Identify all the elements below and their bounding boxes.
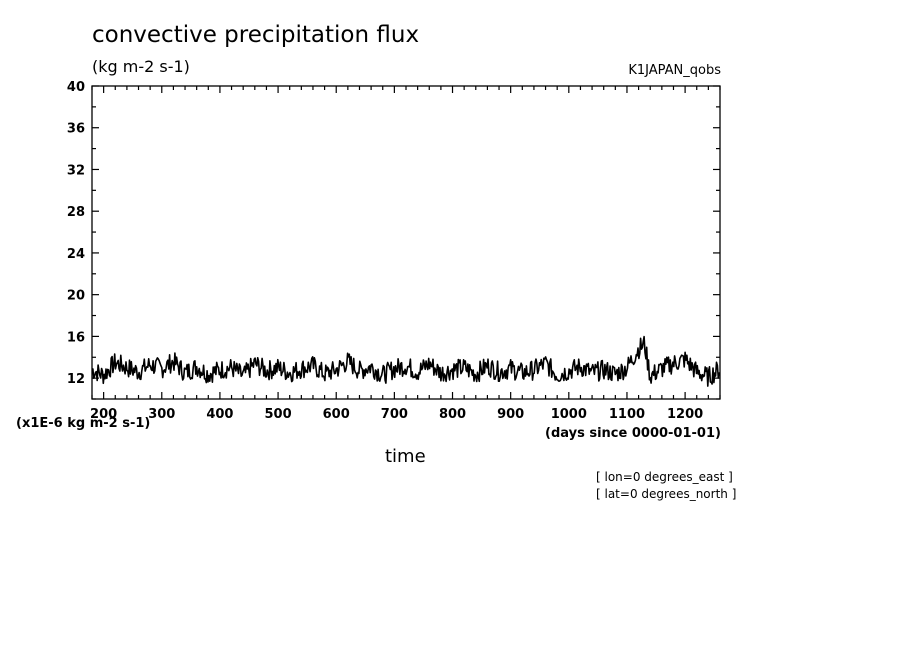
y-tick-label: 12 (67, 372, 85, 387)
y-tick-label: 16 (67, 330, 85, 345)
y-tick-label: 36 (67, 122, 85, 137)
x-tick-label: 1000 (551, 407, 587, 422)
x-tick-label: 1100 (609, 407, 645, 422)
x-tick-label: 400 (206, 407, 233, 422)
series-group (91, 335, 721, 387)
plot-frame (91, 85, 721, 400)
x-tick-label: 500 (265, 407, 292, 422)
x-tick-label: 600 (323, 407, 350, 422)
x-axis-units: (days since 0000-01-01) (545, 426, 721, 441)
lat-note: [ lat=0 degrees_north ] (596, 487, 737, 501)
y-tick-label: 28 (67, 205, 85, 220)
x-tick-label: 900 (497, 407, 524, 422)
lon-note: [ lon=0 degrees_east ] (596, 470, 733, 484)
dataset-label: K1JAPAN_qobs (628, 63, 721, 78)
chart-title: convective precipitation flux (92, 22, 420, 48)
axis-ticks (91, 85, 721, 400)
x-tick-label: 800 (439, 407, 466, 422)
axis-tick-labels: 12 16 20 24 28 32 36 40 200 300 400 500 600 700 800 900… (67, 80, 703, 422)
y-tick-label: 32 (67, 163, 85, 178)
x-tick-label: 700 (381, 407, 408, 422)
series-line (91, 335, 721, 387)
x-tick-label: 300 (148, 407, 175, 422)
scale-note: (x1E-6 kg m-2 s-1) (16, 416, 151, 431)
y-tick-label: 40 (67, 80, 85, 95)
x-tick-label: 200 (90, 407, 117, 422)
y-tick-label: 24 (67, 247, 85, 262)
x-axis-label: time (385, 446, 426, 467)
chart-units: (kg m-2 s-1) (92, 57, 190, 76)
x-tick-label: 1200 (667, 407, 703, 422)
y-tick-label: 20 (67, 289, 85, 304)
